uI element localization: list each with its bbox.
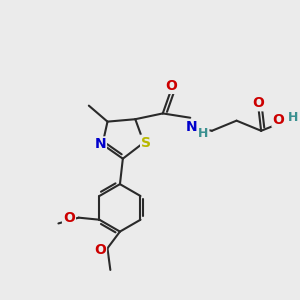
Text: O: O [94, 243, 106, 257]
Text: H: H [198, 127, 208, 140]
Text: N: N [186, 120, 197, 134]
Text: S: S [141, 136, 151, 150]
Text: O: O [252, 96, 264, 110]
Text: O: O [63, 211, 75, 225]
Text: O: O [273, 113, 284, 127]
Text: O: O [166, 79, 177, 93]
Text: N: N [94, 137, 106, 152]
Text: H: H [288, 111, 298, 124]
